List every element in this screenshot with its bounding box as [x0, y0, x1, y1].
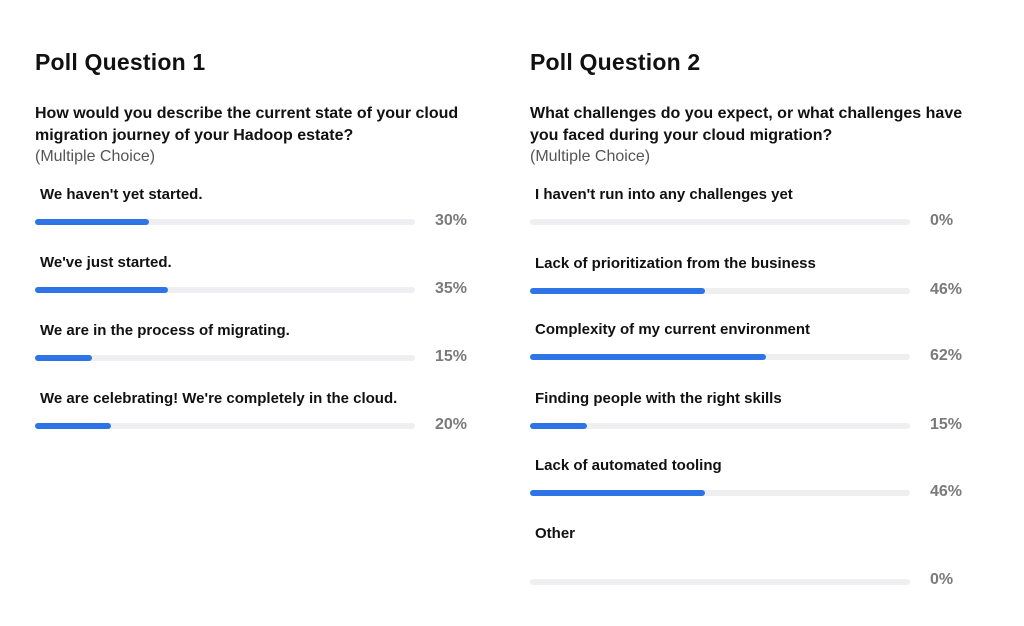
poll-title: Poll Question 2 [530, 49, 701, 75]
poll-option-percent: 0% [930, 212, 954, 229]
poll-bar-track [530, 288, 910, 294]
poll-option-percent: 15% [930, 416, 963, 433]
poll-option-label: We haven't yet started. [40, 186, 203, 203]
poll-bar-track [35, 355, 415, 361]
poll-option: Complexity of my current environment 62% [530, 321, 970, 374]
poll-option-label: Finding people with the right skills [535, 390, 782, 407]
poll-option-percent: 46% [930, 483, 963, 500]
poll-option-label: We are celebrating! We're completely in … [40, 390, 398, 407]
poll-bar-track [530, 490, 910, 496]
poll-bar-track [530, 579, 910, 585]
poll-option-percent: 46% [930, 281, 963, 298]
poll-option-percent: 20% [435, 416, 468, 433]
poll-bar-fill [35, 287, 168, 293]
poll-option-percent: 30% [435, 212, 468, 229]
poll-option-label: We've just started. [40, 254, 172, 271]
poll-bar-track [530, 354, 910, 360]
poll-bar-fill [35, 219, 149, 225]
poll-bar-track [35, 219, 415, 225]
poll-bar-track [530, 219, 910, 225]
poll-question-text: How would you describe the current state… [35, 105, 459, 144]
poll-option: We've just started. 35% [35, 254, 475, 307]
poll-option-label: Lack of automated tooling [535, 457, 722, 474]
poll-option: Other 0% [530, 525, 970, 599]
poll-bar-fill [35, 423, 111, 429]
poll-question-text: What challenges do you expect, or what c… [530, 105, 963, 144]
poll-option: Finding people with the right skills 15% [530, 390, 970, 443]
poll-option-percent: 62% [930, 347, 963, 364]
poll-bar-track [530, 423, 910, 429]
poll-question-note: (Multiple Choice) [35, 148, 156, 165]
poll-bar-fill [530, 423, 587, 429]
poll-option-label: Lack of prioritization from the business [535, 255, 816, 272]
poll-option: We are in the process of migrating. 15% [35, 322, 475, 375]
poll-option-percent: 35% [435, 280, 468, 297]
poll-option-label: Other [535, 525, 576, 542]
poll-bar-fill [35, 355, 92, 361]
poll-bar-track [35, 287, 415, 293]
poll-option: Lack of automated tooling 46% [530, 457, 970, 510]
poll-bar-track [35, 423, 415, 429]
poll-question-note: (Multiple Choice) [530, 148, 651, 165]
poll-bar-fill [530, 288, 705, 294]
poll-option-label: I haven't run into any challenges yet [535, 186, 793, 203]
poll-option: Lack of prioritization from the business… [530, 255, 970, 308]
poll-bar-fill [530, 354, 766, 360]
poll-option-percent: 0% [930, 571, 954, 588]
poll-option: I haven't run into any challenges yet 0% [530, 186, 970, 239]
poll-option-percent: 15% [435, 348, 468, 365]
poll-option-label: Complexity of my current environment [535, 321, 811, 338]
poll-option-label: We are in the process of migrating. [40, 322, 290, 339]
poll-option: We haven't yet started. 30% [35, 186, 475, 239]
poll-title: Poll Question 1 [35, 49, 206, 75]
poll-option: We are celebrating! We're completely in … [35, 390, 475, 443]
poll-bar-fill [530, 490, 705, 496]
